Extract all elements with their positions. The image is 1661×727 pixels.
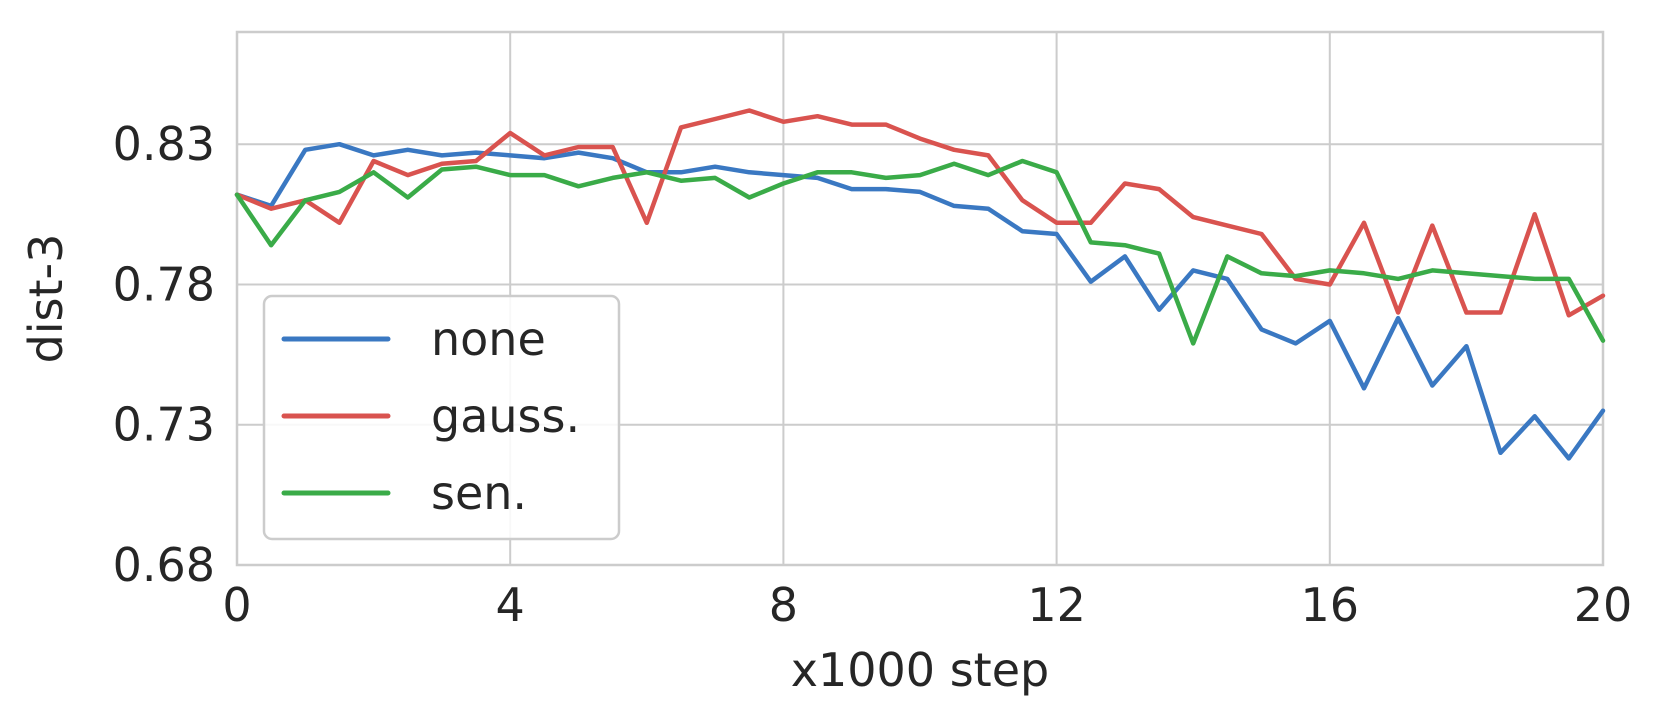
y-tick-label: 0.78 [113, 257, 215, 311]
x-axis-ticks: 0 4 8 12 16 20 [222, 578, 1632, 632]
legend: none gauss. sen. [262, 294, 621, 541]
y-tick-label: 0.83 [113, 117, 215, 171]
plot-area [235, 30, 1605, 567]
legend-label-gauss: gauss. [431, 389, 580, 443]
series-line-sen [234, 158, 1606, 346]
y-tick-label: 0.68 [113, 538, 215, 592]
series-line-gauss [234, 108, 1606, 318]
series-line-none [234, 141, 1606, 461]
y-axis-ticks: 0.68 0.73 0.78 0.83 [113, 117, 215, 592]
y-axis-label: dist-3 [19, 234, 73, 364]
legend-label-none: none [431, 312, 546, 366]
y-tick-label: 0.73 [113, 398, 215, 452]
x-tick-label: 16 [1301, 578, 1360, 632]
x-tick-label: 8 [769, 578, 798, 632]
x-tick-label: 20 [1574, 578, 1633, 632]
x-tick-label: 12 [1027, 578, 1086, 632]
series-group [234, 108, 1606, 461]
x-tick-label: 4 [496, 578, 525, 632]
x-axis-label: x1000 step [791, 643, 1049, 697]
legend-label-sen: sen. [431, 466, 527, 520]
legend-box [262, 294, 621, 541]
x-tick-label: 0 [222, 578, 251, 632]
